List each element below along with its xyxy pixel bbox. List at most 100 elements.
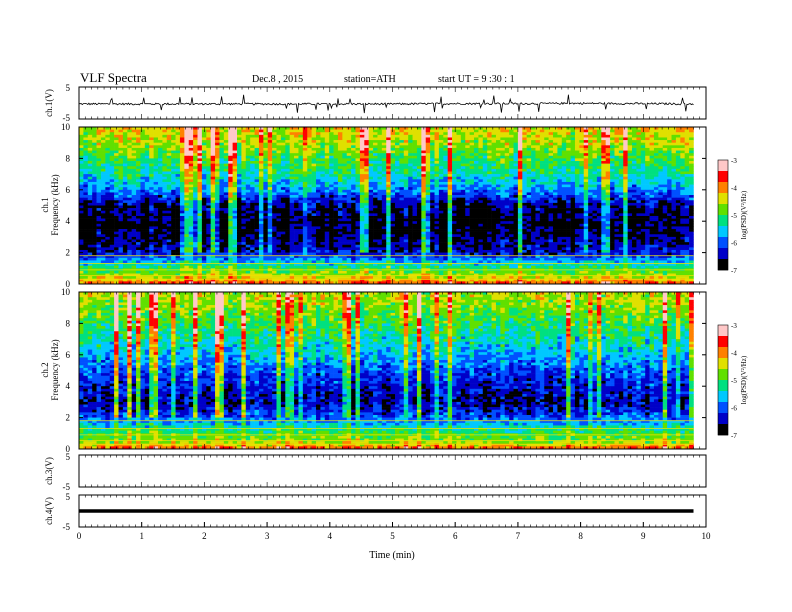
spectrogram-cell xyxy=(119,132,124,135)
spectrogram-cell xyxy=(97,174,102,177)
spectrogram-cell xyxy=(461,171,466,174)
spectrogram-cell xyxy=(140,151,145,154)
spectrogram-cell xyxy=(478,137,483,140)
spectrogram-cell xyxy=(145,219,150,222)
spectrogram-cell xyxy=(255,171,260,174)
spectrogram-cell xyxy=(540,211,545,214)
spectrogram-cell xyxy=(443,190,448,193)
spectrogram-cell xyxy=(509,153,514,156)
spectrogram-cell xyxy=(250,177,255,180)
spectrogram-cell xyxy=(277,137,282,140)
spectrogram-cell xyxy=(408,140,413,143)
spectrogram-cell xyxy=(211,145,216,148)
spectrogram-cell xyxy=(619,187,624,190)
spectrogram-cell xyxy=(347,208,352,211)
spectrogram-cell xyxy=(351,179,356,182)
spectrogram-cell xyxy=(356,140,361,143)
spectrogram-cell xyxy=(391,169,396,172)
spectrogram-cell xyxy=(184,164,189,167)
spectrogram-cell xyxy=(540,200,545,203)
spectrogram-cell xyxy=(241,187,246,190)
spectrogram-cell xyxy=(487,206,492,209)
spectrogram-cell xyxy=(206,132,211,135)
spectrogram-cell xyxy=(285,185,290,188)
spectrogram-cell xyxy=(399,179,404,182)
spectrogram-cell xyxy=(483,169,488,172)
spectrogram-cell xyxy=(145,190,150,193)
spectrogram-cell xyxy=(650,200,655,203)
spectrogram-cell xyxy=(588,148,593,151)
spectrogram-cell xyxy=(483,140,488,143)
spectrogram-cell xyxy=(430,203,435,206)
spectrogram-cell xyxy=(255,135,260,138)
spectrogram-cell xyxy=(487,208,492,211)
spectrogram-cell xyxy=(623,135,628,138)
spectrogram-cell xyxy=(658,166,663,169)
spectrogram-cell xyxy=(237,143,242,146)
spectrogram-cell xyxy=(277,192,282,195)
spectrogram-cell xyxy=(198,143,203,146)
spectrogram-cell xyxy=(101,171,106,174)
spectrogram-cell xyxy=(636,206,641,209)
spectrogram-cell xyxy=(198,213,203,216)
spectrogram-cell xyxy=(562,203,567,206)
spectrogram-cell xyxy=(198,156,203,159)
spectrogram-cell xyxy=(360,171,365,174)
spectrogram-cell xyxy=(202,166,207,169)
spectrogram-cell xyxy=(575,200,580,203)
spectrogram-cell xyxy=(426,200,431,203)
spectrogram-cell xyxy=(92,135,97,138)
spectrogram-cell xyxy=(448,143,453,146)
spectrogram-cell xyxy=(496,145,501,148)
spectrogram-cell xyxy=(527,148,532,151)
spectrogram-cell xyxy=(584,169,589,172)
spectrogram-cell xyxy=(255,164,260,167)
spectrogram-cell xyxy=(571,203,576,206)
spectrogram-cell xyxy=(483,190,488,193)
spectrogram-cell xyxy=(294,187,299,190)
spectrogram-cell xyxy=(470,151,475,154)
spectrogram-cell xyxy=(505,145,510,148)
spectrogram-cell xyxy=(395,156,400,159)
spectrogram-cell xyxy=(312,143,317,146)
spectrogram-cell xyxy=(294,130,299,133)
spectrogram-cell xyxy=(426,137,431,140)
spectrogram-cell xyxy=(347,137,352,140)
spectrogram-cell xyxy=(202,164,207,167)
spectrogram-cell xyxy=(347,164,352,167)
spectrogram-cell xyxy=(492,145,497,148)
spectrogram-cell xyxy=(443,166,448,169)
spectrogram-cell xyxy=(140,195,145,198)
spectrogram-cell xyxy=(430,190,435,193)
spectrogram-cell xyxy=(123,195,128,198)
spectrogram-cell xyxy=(136,203,141,206)
spectrogram-cell xyxy=(658,195,663,198)
spectrogram-cell xyxy=(356,206,361,209)
spectrogram-cell xyxy=(619,179,624,182)
spectrogram-cell xyxy=(540,169,545,172)
spectrogram-cell xyxy=(127,206,132,209)
spectrogram-cell xyxy=(689,166,694,169)
spectrogram-cell xyxy=(263,203,268,206)
spectrogram-cell xyxy=(645,213,650,216)
spectrogram-cell xyxy=(667,164,672,167)
spectrogram-cell xyxy=(584,206,589,209)
spectrogram-cell xyxy=(356,179,361,182)
spectrogram-cell xyxy=(92,169,97,172)
spectrogram-cell xyxy=(101,148,106,151)
spectrogram-cell xyxy=(189,132,194,135)
spectrogram-cell xyxy=(347,151,352,154)
spectrogram-cell xyxy=(79,143,84,146)
spectrogram-cell xyxy=(369,208,374,211)
spectrogram-cell xyxy=(272,137,277,140)
spectrogram-cell xyxy=(540,166,545,169)
spectrogram-cell xyxy=(535,187,540,190)
spectrogram-cell xyxy=(408,151,413,154)
spectrogram-cell xyxy=(101,190,106,193)
spectrogram-cell xyxy=(127,171,132,174)
spectrogram-cell xyxy=(171,151,176,154)
spectrogram-cell xyxy=(127,161,132,164)
spectrogram-cell xyxy=(241,208,246,211)
spectrogram-cell xyxy=(101,158,106,161)
spectrogram-cell xyxy=(426,192,431,195)
